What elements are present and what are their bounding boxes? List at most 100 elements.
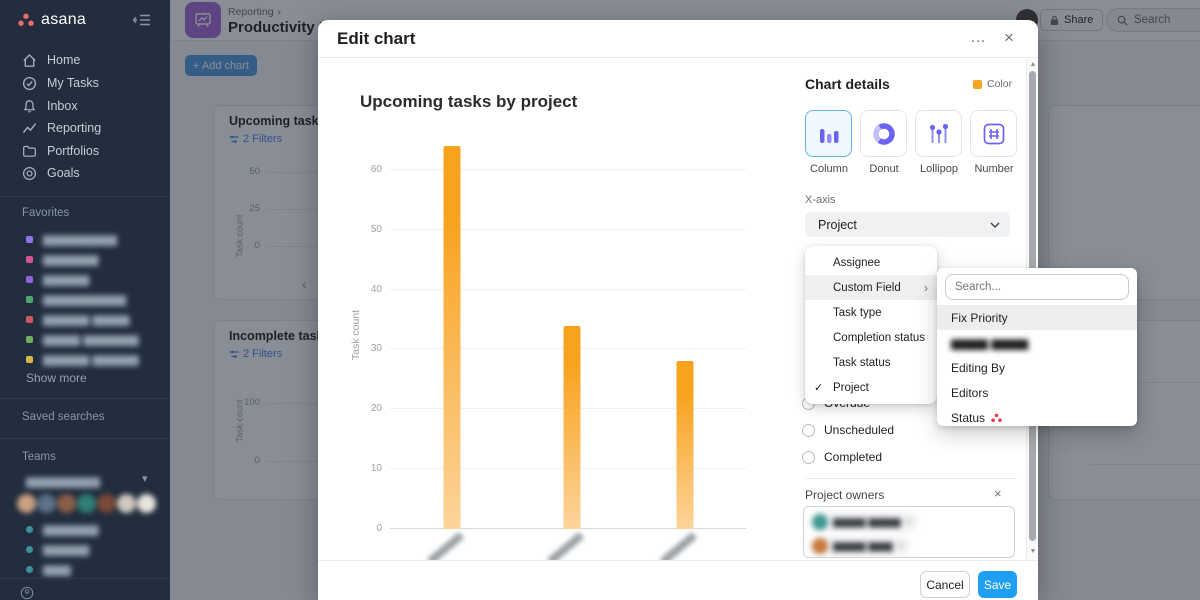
team-expand-icon[interactable]: ▾ (142, 473, 148, 485)
project-dot (26, 335, 33, 343)
bell-icon (23, 99, 36, 113)
asana-dots-icon (18, 13, 34, 26)
menu-item-label: Task status (833, 356, 891, 369)
team-project-item[interactable]: ▆▆▆▆▆▆ (0, 520, 170, 538)
teams-header: Teams (22, 451, 56, 463)
submenu-item-editing-by[interactable]: Editing By (937, 355, 1137, 380)
modal-title: Edit chart (337, 29, 416, 48)
menu-item-task-type[interactable]: Task type (805, 300, 937, 325)
lollipop-chart-icon (929, 123, 948, 143)
scroll-down-icon[interactable]: ▼ (1029, 548, 1037, 555)
menu-item-label: Project (833, 381, 869, 394)
favorite-item[interactable]: ▆▆▆▆▆▆▆▆▆ (0, 290, 170, 308)
sidebar-item-my-tasks[interactable]: My Tasks (0, 72, 170, 94)
submenu-item-fix-priority[interactable]: Fix Priority (937, 305, 1137, 330)
gridline (390, 168, 746, 170)
donut-chart-icon (872, 122, 895, 145)
asana-logo[interactable]: asana (18, 11, 86, 29)
owner-chip[interactable]: ▆▆▆▆ ▆▆▆▆ × (810, 512, 919, 532)
radio-icon (802, 423, 815, 437)
clear-owners-icon[interactable]: × (994, 486, 1002, 501)
chart-type-lollipop[interactable] (915, 110, 962, 157)
sidebar: asana Home My Tasks Inbox Reporting Port… (0, 0, 170, 600)
favorite-item[interactable]: ▆▆▆▆▆ ▆▆▆▆ (0, 310, 170, 328)
radio-label: Unscheduled (824, 423, 895, 437)
sidebar-item-portfolios[interactable]: Portfolios (0, 140, 170, 162)
favorite-label: ▆▆▆▆ ▆▆▆▆▆▆ (43, 332, 139, 346)
owner-name: ▆▆▆▆ ▆▆▆ (833, 540, 893, 552)
sidebar-item-label: Home (47, 53, 81, 67)
gridline (390, 228, 746, 230)
folder-icon (23, 145, 36, 157)
saved-searches-header[interactable]: Saved searches (22, 411, 105, 423)
chart-title: Upcoming tasks by project (360, 92, 578, 111)
owner-chip[interactable]: ▆▆▆▆ ▆▆▆ × (810, 536, 911, 556)
radio-unscheduled[interactable]: Unscheduled (802, 423, 894, 437)
sidebar-item-home[interactable]: Home (0, 49, 170, 71)
project-dot (26, 295, 33, 303)
submenu-item-editors[interactable]: Editors (937, 380, 1137, 405)
close-icon[interactable]: × (1004, 28, 1014, 47)
check-circle-icon (22, 76, 37, 90)
panel-heading: Chart details (805, 76, 890, 92)
favorite-item[interactable]: ▆▆▆▆ ▆▆▆▆▆▆ (0, 330, 170, 348)
cancel-button[interactable]: Cancel (920, 571, 970, 598)
team-project-item[interactable]: ▆▆▆▆▆ (0, 540, 170, 558)
menu-item-assignee[interactable]: Assignee (805, 250, 937, 275)
favorite-item[interactable]: ▆▆▆▆▆▆▆▆ (0, 230, 170, 248)
chart-bar (443, 146, 461, 529)
remove-owner-icon[interactable]: × (905, 516, 912, 528)
sidebar-item-inbox[interactable]: Inbox (0, 95, 170, 117)
team-avatars[interactable] (16, 493, 157, 514)
menu-item-project[interactable]: ✓ Project (805, 375, 937, 400)
chart-type-number[interactable] (970, 110, 1017, 157)
sidebar-item-label: Reporting (47, 121, 102, 135)
sidebar-divider (0, 398, 170, 399)
team-project-label: ▆▆▆▆▆▆ (43, 522, 99, 536)
radio-completed[interactable]: Completed (802, 450, 882, 464)
favorite-label: ▆▆▆▆▆ ▆▆▆▆▆ (43, 352, 139, 366)
remove-owner-icon[interactable]: × (897, 540, 904, 552)
more-options-icon[interactable]: … (970, 29, 986, 46)
favorite-item[interactable]: ▆▆▆▆▆▆ (0, 250, 170, 268)
modal-header: Edit chart … × (318, 20, 1038, 58)
favorite-item[interactable]: ▆▆▆▆▆ ▆▆▆▆▆ (0, 350, 170, 368)
y-tick-label: 60 (370, 163, 382, 175)
invite-icon[interactable] (16, 586, 38, 600)
scroll-up-icon[interactable]: ▲ (1029, 61, 1037, 68)
favorite-label: ▆▆▆▆▆ (43, 272, 90, 286)
submenu-item-blurred[interactable]: ▆▆▆▆ ▆▆▆▆ (937, 330, 1137, 355)
team-project-item[interactable]: ▆▆▆ (0, 560, 170, 578)
project-owners-label: Project owners (805, 488, 885, 502)
team-project-label: ▆▆▆▆▆ (43, 542, 90, 556)
y-tick-label: 50 (370, 223, 382, 235)
color-chip[interactable]: Color (973, 78, 1012, 90)
chart-type-column[interactable] (805, 110, 852, 157)
modal-footer: Cancel Save (318, 560, 1038, 600)
avatar (16, 493, 37, 514)
sidebar-item-reporting[interactable]: Reporting (0, 117, 170, 139)
team-name[interactable]: ▆▆▆▆▆▆▆▆ (26, 474, 100, 488)
custom-field-submenu: Fix Priority ▆▆▆▆ ▆▆▆▆ Editing By Editor… (937, 268, 1137, 426)
save-button[interactable]: Save (978, 571, 1017, 598)
submenu-search-input[interactable] (945, 274, 1129, 300)
chart-bar (563, 325, 581, 529)
project-owners-field[interactable]: ▆▆▆▆ ▆▆▆▆× ▆▆▆▆ ▆▆▆× ▆▆▆▆▆ ▆▆▆▆× (803, 506, 1015, 558)
sidebar-item-goals[interactable]: Goals (0, 162, 170, 184)
menu-item-task-status[interactable]: Task status (805, 350, 937, 375)
y-tick-label: 30 (370, 343, 382, 355)
show-more-link[interactable]: Show more (26, 371, 87, 385)
menu-item-custom-field[interactable]: Custom Field › (805, 275, 937, 300)
home-icon (23, 53, 36, 67)
favorite-label: ▆▆▆▆▆▆▆▆▆ (43, 292, 127, 306)
xaxis-label: X-axis (805, 194, 836, 206)
chart-type-donut[interactable] (860, 110, 907, 157)
xaxis-select[interactable]: Project (805, 212, 1010, 237)
favorite-item[interactable]: ▆▆▆▆▆ (0, 270, 170, 288)
radio-icon (802, 450, 815, 464)
sidebar-item-label: Portfolios (47, 144, 100, 158)
goals-icon (22, 166, 37, 180)
collapse-sidebar-icon[interactable] (132, 13, 152, 27)
submenu-item-status[interactable]: Status (937, 405, 1137, 430)
menu-item-completion-status[interactable]: Completion status (805, 325, 937, 350)
